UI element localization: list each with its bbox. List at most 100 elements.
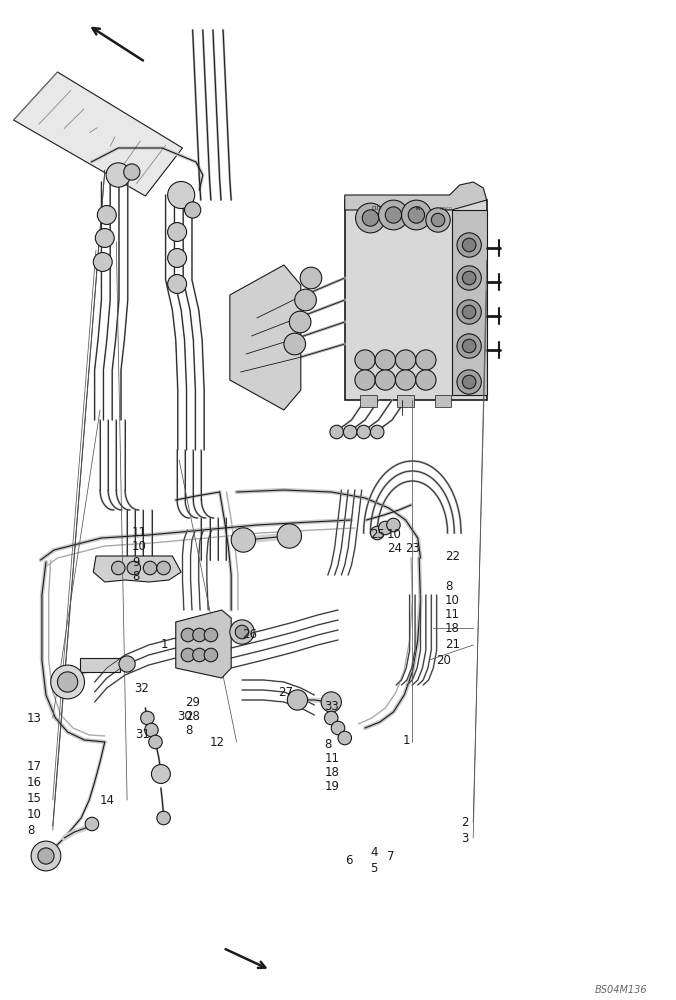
Text: 8: 8 <box>185 724 193 736</box>
Circle shape <box>204 648 218 662</box>
Text: 29: 29 <box>185 696 200 708</box>
Circle shape <box>181 648 195 662</box>
Circle shape <box>385 207 402 223</box>
Circle shape <box>151 765 170 783</box>
Text: 18: 18 <box>324 766 339 778</box>
Circle shape <box>235 625 249 639</box>
Bar <box>360 395 377 407</box>
Text: 17: 17 <box>27 760 42 772</box>
Circle shape <box>277 524 301 548</box>
Circle shape <box>362 210 379 226</box>
Circle shape <box>204 628 218 642</box>
Text: 9: 9 <box>132 556 139 568</box>
Text: IN: IN <box>415 206 420 211</box>
Polygon shape <box>176 610 231 678</box>
Circle shape <box>168 275 187 293</box>
Circle shape <box>462 271 476 285</box>
Circle shape <box>331 721 345 735</box>
Circle shape <box>321 692 341 712</box>
Text: 10: 10 <box>132 540 147 554</box>
Bar <box>435 395 451 407</box>
Text: 25: 25 <box>370 528 385 540</box>
Bar <box>80 658 120 672</box>
Text: 23: 23 <box>406 542 420 554</box>
Text: 8: 8 <box>27 824 34 836</box>
Polygon shape <box>345 200 487 400</box>
Circle shape <box>395 350 416 370</box>
Circle shape <box>395 370 416 390</box>
Circle shape <box>31 841 61 871</box>
Text: 18: 18 <box>445 621 460 635</box>
Circle shape <box>457 266 481 290</box>
Text: 33: 33 <box>324 700 339 712</box>
Text: HUSCO: HUSCO <box>440 207 452 211</box>
Circle shape <box>370 526 384 540</box>
Circle shape <box>93 253 112 271</box>
Text: 8: 8 <box>445 580 452 592</box>
Text: 10: 10 <box>445 593 460 606</box>
Text: 14: 14 <box>100 794 115 806</box>
Circle shape <box>287 690 308 710</box>
Circle shape <box>97 206 116 224</box>
Circle shape <box>193 628 206 642</box>
Circle shape <box>193 648 206 662</box>
Circle shape <box>379 521 392 535</box>
Text: 5: 5 <box>370 861 378 874</box>
Circle shape <box>370 425 384 439</box>
Polygon shape <box>14 72 183 196</box>
Circle shape <box>119 656 135 672</box>
Text: 2: 2 <box>461 816 468 828</box>
Circle shape <box>462 238 476 252</box>
Text: 7: 7 <box>387 850 394 862</box>
Circle shape <box>431 213 445 227</box>
Polygon shape <box>230 265 301 410</box>
Circle shape <box>457 370 481 394</box>
Circle shape <box>343 425 357 439</box>
Text: 11: 11 <box>445 607 460 620</box>
Circle shape <box>324 711 338 725</box>
Circle shape <box>230 620 254 644</box>
Text: 19: 19 <box>324 780 339 792</box>
Text: OUT: OUT <box>372 206 383 211</box>
Text: 6: 6 <box>345 854 352 866</box>
Circle shape <box>149 735 162 749</box>
Circle shape <box>375 350 395 370</box>
Circle shape <box>157 561 170 575</box>
Circle shape <box>168 223 187 241</box>
Circle shape <box>289 311 311 333</box>
Text: 4: 4 <box>370 846 378 858</box>
Text: 11: 11 <box>324 752 339 764</box>
Text: 26: 26 <box>242 628 257 641</box>
Circle shape <box>106 163 130 187</box>
Polygon shape <box>93 556 181 582</box>
Circle shape <box>168 181 195 209</box>
Circle shape <box>145 723 158 737</box>
Text: 21: 21 <box>445 639 460 652</box>
Circle shape <box>143 561 157 575</box>
Text: 10: 10 <box>27 808 42 820</box>
Circle shape <box>112 561 125 575</box>
Circle shape <box>416 350 436 370</box>
Circle shape <box>355 350 375 370</box>
Text: 31: 31 <box>135 728 150 740</box>
Circle shape <box>157 811 170 825</box>
Circle shape <box>379 200 408 230</box>
Circle shape <box>462 339 476 353</box>
Text: 27: 27 <box>279 686 293 698</box>
Circle shape <box>457 233 481 257</box>
Circle shape <box>231 528 256 552</box>
Text: 30: 30 <box>177 710 192 722</box>
Circle shape <box>457 334 481 358</box>
Circle shape <box>300 267 322 289</box>
Text: 28: 28 <box>185 710 200 722</box>
Text: 3: 3 <box>461 832 468 844</box>
Circle shape <box>416 370 436 390</box>
Text: 24: 24 <box>387 542 402 554</box>
Text: 1: 1 <box>161 638 168 650</box>
Text: 15: 15 <box>27 792 42 804</box>
Circle shape <box>141 711 154 725</box>
Circle shape <box>357 425 370 439</box>
Text: 8: 8 <box>324 738 332 750</box>
Text: 10: 10 <box>387 528 402 540</box>
Circle shape <box>57 672 78 692</box>
